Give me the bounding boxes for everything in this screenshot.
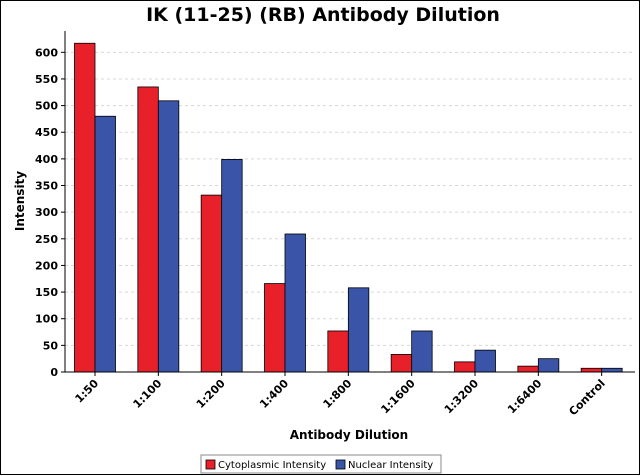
y-tick-label: 150 [35,286,58,299]
x-tick-label: 1:3200 [442,377,482,417]
y-tick-label: 50 [43,339,59,352]
y-tick-label: 550 [35,73,58,86]
x-tick-label: 1:100 [131,377,165,411]
bar [157,100,180,373]
x-tick-label: 1:200 [194,377,228,411]
y-tick-label: 400 [35,153,58,166]
legend-label-nuclear: Nuclear Intensity [348,460,433,471]
bar [74,42,96,373]
bar [390,354,413,373]
y-tick-label: 100 [35,313,58,326]
y-tick-label: 500 [35,100,58,113]
y-tick-label: 250 [35,233,58,246]
chart-title: IK (11-25) (RB) Antibody Dilution [146,4,500,26]
legend-box [200,454,442,474]
y-tick-label: 0 [50,366,58,379]
legend-swatch-nuclear [335,459,346,470]
bar [347,287,370,373]
bar [411,330,433,373]
bar [537,358,560,373]
bar [517,365,539,373]
x-axis-label: Antibody Dilution [290,428,408,442]
axes [64,31,635,373]
legend-swatch-cytoplasmic [205,459,216,470]
bar [200,194,223,373]
gridlines [65,51,635,346]
y-tick-label: 350 [35,180,58,193]
legend-label-cytoplasmic: Cytoplasmic Intensity [218,460,326,471]
y-tick-label: 200 [35,259,58,272]
bars [74,42,623,373]
bar [284,233,306,373]
x-tick-label: 1:6400 [505,377,545,417]
x-tick-label: 1:50 [73,377,102,406]
legend: Cytoplasmic Intensity Nuclear Intensity [200,454,442,474]
bar [221,159,243,373]
bar [137,86,159,373]
bar [94,115,116,373]
bar [601,367,623,373]
bar [454,361,476,373]
x-axis-ticks: 1:50 1:100 1:200 1:400 1:800 1:1600 1:3200 1:64… [73,372,608,418]
bar [264,283,286,373]
bar [580,367,603,373]
x-tick-label: 1:400 [257,377,291,411]
x-tick-label: 1:1600 [378,377,418,417]
y-tick-label: 300 [35,206,58,219]
x-tick-label: 1:800 [321,377,355,411]
y-tick-label: 600 [35,46,58,59]
bar [327,330,349,373]
y-axis-ticks: 0 50 100 150 200 250 300 350 400 450 500 550 600 [35,46,65,379]
y-axis-label: Intensity [13,171,27,231]
x-tick-label: Control [566,377,607,418]
y-tick-label: 450 [35,126,58,139]
bar [474,349,496,373]
